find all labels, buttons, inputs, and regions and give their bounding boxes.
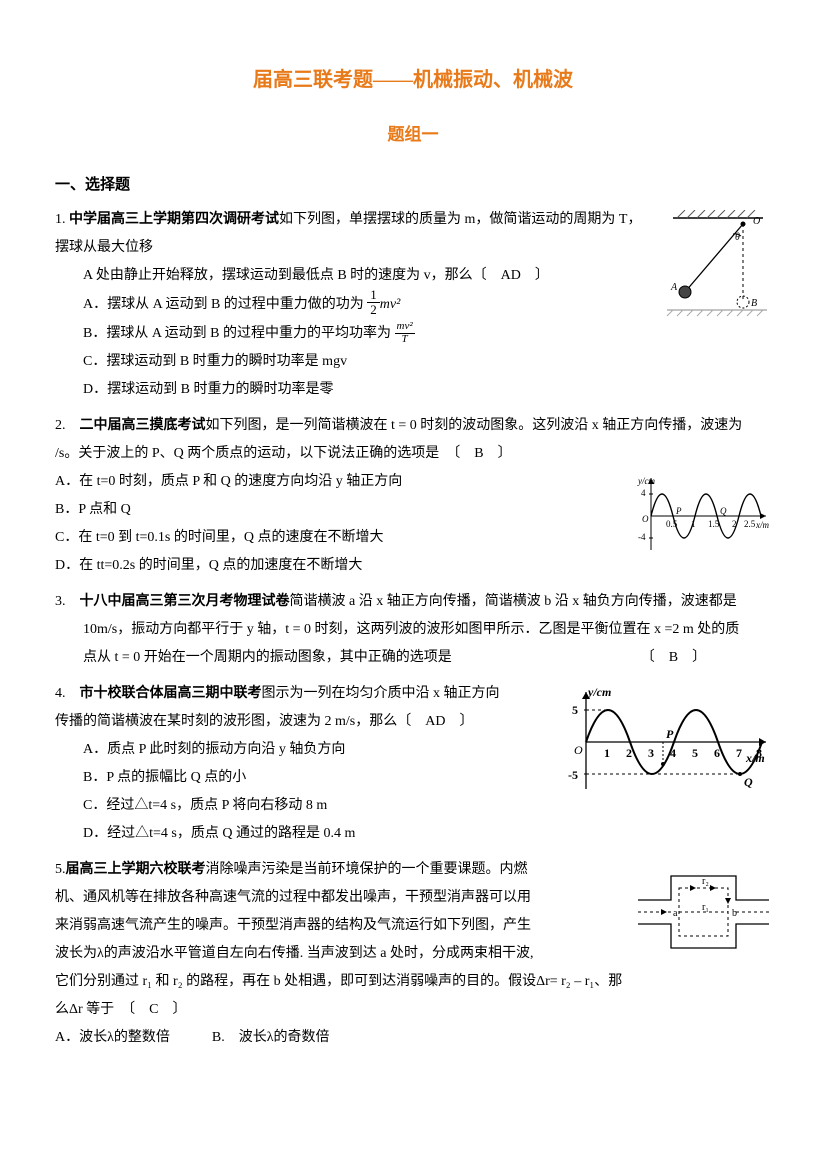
svg-text:6: 6: [714, 746, 720, 760]
q5-options: A．波长λ的整数倍 B. 波长λ的奇数倍: [55, 1024, 771, 1052]
question-1: O θ A B 1. 中学届高三上学期第四次调研考试如下列图，单摆摆球的质量为 …: [55, 206, 771, 404]
q2-prefix: 2.: [55, 418, 80, 433]
svg-text:2: 2: [626, 746, 632, 760]
q1-frac-num: 1: [367, 288, 380, 303]
svg-text:5: 5: [692, 746, 698, 760]
q5-B: B. 波长λ的奇数倍: [212, 1030, 330, 1045]
q1-fracB-num: mv²: [395, 321, 415, 334]
svg-text:y/cm: y/cm: [637, 476, 655, 486]
svg-text:O: O: [574, 743, 583, 757]
wave-q2-figure: y/cm x/m 4 -4 0.5 1 P Q 1.5 2 2.5 O: [636, 472, 771, 571]
svg-text:7: 7: [736, 746, 742, 760]
q1-fracB-den: T: [395, 334, 415, 346]
q5-stem5: 它们分别通过 r₁ 和 r₂ 的路程，再在 b 处相遇，即可到达消弱噪声的目的。…: [55, 968, 771, 1024]
q5-A: A．波长λ的整数倍: [55, 1030, 170, 1045]
svg-text:Q: Q: [744, 775, 753, 789]
q3-stem: 简谐横波 a 沿 x 轴正方向传播，简谐横波 b 沿 x 轴负方向传播，波速都是: [290, 594, 737, 609]
q1-bold-label: 中学届高三上学期第四次调研考试: [69, 212, 279, 227]
svg-text:2.5: 2.5: [744, 519, 756, 529]
svg-text:a: a: [673, 908, 678, 919]
svg-text:-5: -5: [568, 768, 578, 782]
svg-text:4: 4: [641, 488, 646, 498]
svg-text:r₂: r₂: [702, 876, 709, 887]
q4-stem: 图示为一列在均匀介质中沿 x 轴正方向: [262, 686, 500, 701]
q4-bold-label: 市十校联合体届高三期中联考: [80, 686, 262, 701]
q2-stem2: /s。关于波上的 P、Q 两个质点的运动，以下说法正确的选项是 〔 B 〕: [55, 440, 771, 468]
q5-stem: 消除噪声污染是当前环境保护的一个重要课题。内燃: [206, 862, 528, 877]
doc-title: 届高三联考题——机械振动、机械波: [55, 60, 771, 100]
svg-text:0.5: 0.5: [666, 519, 678, 529]
wave-q4-figure: y/cm x/m 5 -5 O 123 456 78 P Q: [566, 684, 771, 810]
muffler-figure: r₂ r₁ a b: [636, 864, 771, 970]
q2-stem: 如下列图，是一列简谐横波在 t = 0 时刻的波动图象。这列波沿 x 轴正方向传…: [206, 418, 743, 433]
q3-stem3: 点从 t = 0 开始在一个周期内的振动图象，其中正确的选项是 〔 B 〕: [55, 644, 771, 672]
q4-D: D．经过△t=4 s，质点 Q 通过的路程是 0.4 m: [55, 820, 771, 848]
question-3: 3. 十八中届高三第三次月考物理试卷简谐横波 a 沿 x 轴正方向传播，简谐横波…: [55, 588, 771, 672]
q1-D: D．摆球运动到 B 时重力的瞬时功率是零: [55, 376, 771, 404]
q1-prefix: 1.: [55, 212, 69, 227]
svg-text:5: 5: [572, 703, 578, 717]
question-2: 2. 二中届高三摸底考试如下列图，是一列简谐横波在 t = 0 时刻的波动图象。…: [55, 412, 771, 580]
svg-text:r₁: r₁: [702, 902, 709, 913]
q3-prefix: 3.: [55, 594, 80, 609]
svg-text:Q: Q: [720, 506, 727, 516]
svg-text:-4: -4: [638, 532, 646, 542]
svg-text:P: P: [675, 506, 682, 516]
svg-text:B: B: [751, 298, 757, 309]
svg-text:b: b: [732, 908, 737, 919]
svg-text:3: 3: [648, 746, 654, 760]
q4-prefix: 4.: [55, 686, 80, 701]
q3-stem2: 10m/s，振动方向都平行于 y 轴，t = 0 时刻，这两列波的波形如图甲所示…: [55, 616, 771, 644]
svg-text:θ: θ: [735, 232, 740, 243]
svg-text:2: 2: [732, 519, 737, 529]
doc-subtitle: 题组一: [55, 118, 771, 152]
pendulum-figure: O θ A B: [663, 210, 771, 331]
svg-text:P: P: [666, 727, 674, 741]
q2-bold-label: 二中届高三摸底考试: [80, 418, 206, 433]
section-choice-heading: 一、选择题: [55, 170, 771, 200]
svg-text:A: A: [670, 282, 678, 293]
svg-text:O: O: [642, 514, 649, 524]
svg-text:1: 1: [691, 519, 696, 529]
q1-B-text: B．摆球从 A 运动到 B 的过程中重力的平均功率为: [83, 326, 391, 341]
q3-bold-label: 十八中届高三第三次月考物理试卷: [80, 594, 290, 609]
q1-frac-den: 2: [367, 303, 380, 317]
svg-text:O: O: [753, 216, 760, 227]
question-5: r₂ r₁ a b 5.届高三上学期六校联考消除噪声污染是当前环境保护的一个重要…: [55, 856, 771, 1052]
question-4: y/cm x/m 5 -5 O 123 456 78 P Q 4. 市十校联合体…: [55, 680, 771, 848]
q1-fracB: mv²T: [395, 321, 415, 345]
svg-text:x/m: x/m: [755, 520, 769, 530]
q1-C: C．摆球运动到 B 时重力的瞬时功率是 mgv: [55, 348, 771, 376]
svg-text:1: 1: [604, 746, 610, 760]
q1-frac: 12: [367, 288, 380, 318]
svg-text:y/cm: y/cm: [586, 685, 611, 699]
q5-prefix: 5.: [55, 862, 66, 877]
q1-A-text: A．摆球从 A 运动到 B 的过程中重力做的功为: [83, 297, 364, 312]
q5-bold-label: 届高三上学期六校联考: [66, 862, 206, 877]
svg-text:1.5: 1.5: [708, 519, 720, 529]
q1-frac-tail: mv²: [380, 297, 401, 312]
